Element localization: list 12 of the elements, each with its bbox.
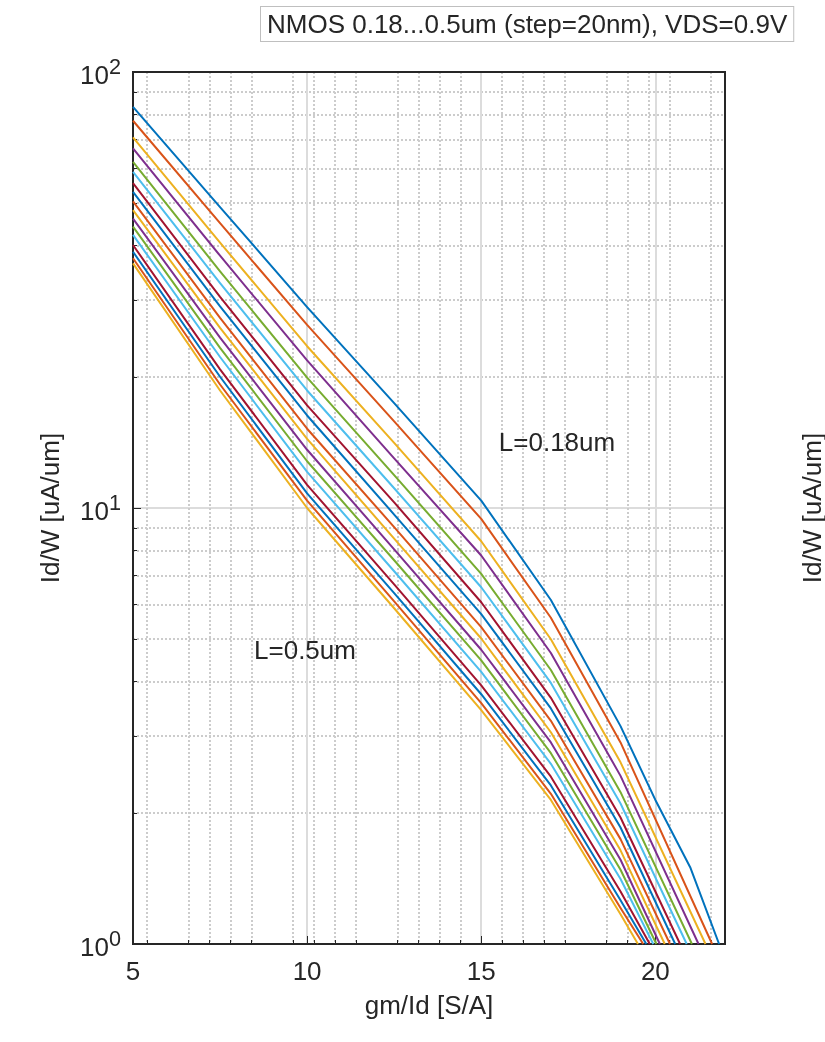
x-tick-label: 10	[292, 956, 322, 986]
x-tick-label: 5	[125, 956, 141, 986]
y-tick-label: 10$^{0}$	[80, 926, 121, 962]
y-axis-title: Id/W [uA/um]	[35, 432, 65, 584]
x-tick-label: 20	[640, 956, 670, 986]
x-axis-title: gm/Id [S/A]	[364, 990, 494, 1020]
chart-title: NMOS 0.18...0.5um (step=20nm), VDS=0.9V	[267, 9, 788, 39]
y-tick-label: 10$^{2}$	[80, 54, 121, 90]
annotation: L=0.18um	[498, 427, 616, 457]
annotation: L=0.5um	[254, 635, 356, 665]
y-tick-label: 10$^{1}$	[80, 490, 121, 526]
x-tick-label: 15	[466, 956, 496, 986]
